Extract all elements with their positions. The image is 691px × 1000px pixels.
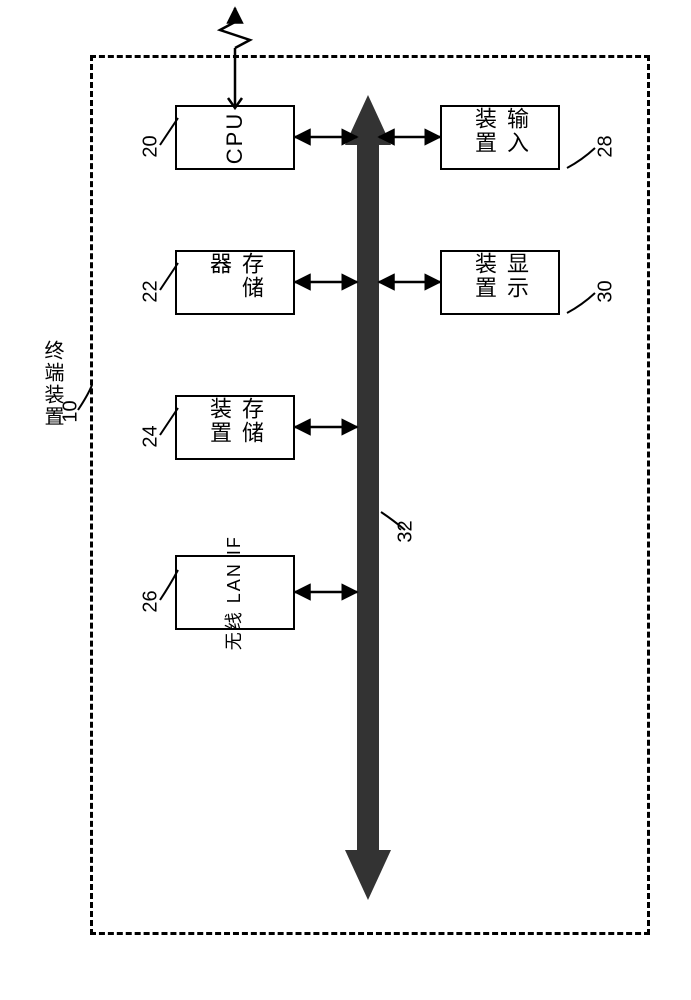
ref-30: 30	[595, 280, 618, 302]
block-wlan: 无线 LAN IF	[175, 555, 295, 630]
block-cpu-label: CPU	[222, 111, 248, 163]
ref-24: 24	[140, 425, 163, 447]
block-input: 输入装置	[440, 105, 560, 170]
ref-26: 26	[140, 590, 163, 612]
ref-20: 20	[140, 135, 163, 157]
block-memory-label: 存储器	[203, 252, 267, 313]
block-storage: 存储装置	[175, 395, 295, 460]
diagram-canvas: 终端装置 CPU 存储器 存储装置 无线 LAN IF 输入装置 显示装置 10…	[0, 0, 691, 1000]
block-display: 显示装置	[440, 250, 560, 315]
ref-32: 32	[395, 520, 418, 542]
block-input-label: 输入装置	[468, 107, 532, 168]
block-wlan-label: 无线 LAN IF	[223, 535, 246, 650]
container-box	[90, 55, 650, 935]
block-storage-label: 存储装置	[203, 397, 267, 458]
block-display-label: 显示装置	[468, 252, 532, 313]
ref-28: 28	[595, 135, 618, 157]
block-cpu: CPU	[175, 105, 295, 170]
ref-10: 10	[60, 400, 83, 422]
ref-22: 22	[140, 280, 163, 302]
block-memory: 存储器	[175, 250, 295, 315]
